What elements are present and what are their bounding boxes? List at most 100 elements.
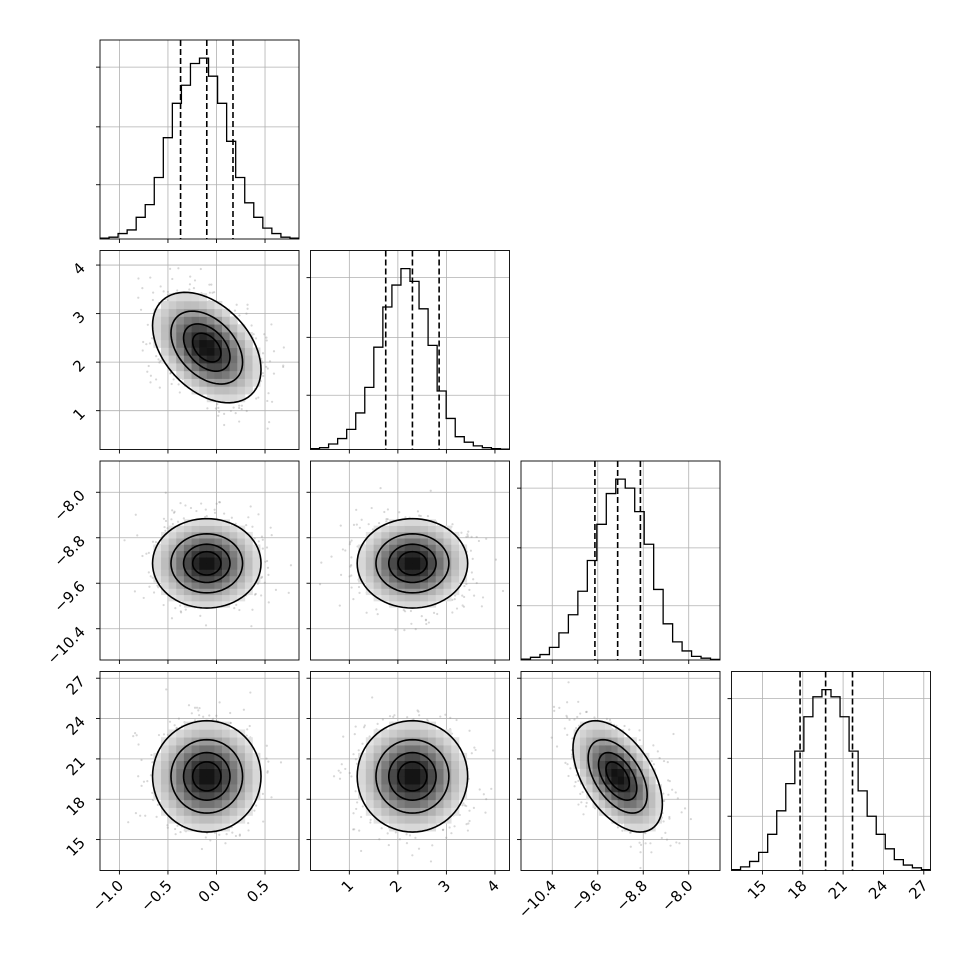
density-cell [229,557,238,564]
sample-point [162,603,165,607]
sample-point [255,804,258,807]
density-cell [229,569,238,577]
density-cell [206,519,215,526]
sample-point [491,749,495,752]
sample-point [165,688,168,691]
sample-point [202,715,205,718]
sample-point [398,511,401,514]
density-cell [237,557,246,564]
sample-point [341,548,344,551]
panel-content [310,250,510,450]
density-cell [183,557,192,564]
density-cell [176,339,185,348]
density-cell [176,544,185,552]
sample-point [245,523,248,527]
density-cell [191,752,200,762]
sample-point [177,717,180,720]
histogram-panel-2 [517,460,721,664]
density-cell [199,378,208,387]
density-cell [183,792,192,801]
density-cell [237,538,246,545]
density-cell [183,531,192,539]
density-cell [161,569,169,577]
sample-point [467,530,470,533]
y-tick-label: −10.4 [44,623,89,668]
density-cell [183,776,192,785]
density-cell [168,737,177,746]
density-cell [199,347,208,356]
sample-point [392,715,395,718]
sample-point [179,604,182,607]
density-cell [214,729,223,738]
sample-point [257,396,260,399]
density-cell [191,324,200,333]
sample-point [156,803,159,806]
density-cell [244,569,253,577]
sample-point [155,815,158,818]
density-cell [176,347,185,356]
sample-point [344,767,347,771]
density-cell [381,557,390,564]
density-cell [199,557,208,564]
sample-point [353,733,356,736]
sample-point [198,706,201,710]
sample-point [146,370,149,373]
density-cell [229,575,238,583]
scatter-panel-2-1 [306,460,510,664]
density-cell [176,588,185,596]
sample-point [371,528,374,531]
density-cell [199,784,208,793]
contour-line [356,517,469,609]
density-cell [420,557,429,564]
sample-point [233,309,237,312]
density-cell [229,807,238,816]
density-cell [222,378,230,387]
density-cell [237,582,246,589]
sample-point [471,557,474,560]
density-cell [229,324,238,333]
contour-line [182,543,231,584]
sample-point [445,836,448,839]
density-cell [435,544,444,552]
sample-point [268,360,272,363]
contour-line [151,291,262,404]
sample-point [253,537,256,540]
density-cell [404,550,413,558]
sample-point [141,349,144,352]
density-cell [161,316,169,325]
density-cell [229,776,238,785]
sample-point [246,307,249,310]
density-cell [443,531,452,539]
density-cell [365,550,374,558]
sample-point [485,537,488,540]
density-cell [153,316,162,325]
sample-point [416,510,420,513]
sample-point [350,564,353,567]
density-cell [191,760,200,769]
density-cell [237,768,246,777]
density-cell [183,355,192,364]
panel-content [310,461,510,660]
density-cell [199,768,208,777]
density-cell [252,550,261,558]
sample-point [149,276,152,279]
density-cell [168,792,177,801]
density-cell [237,575,246,583]
density-cell [412,569,421,577]
sample-point [195,706,199,709]
sample-point [170,518,173,521]
sample-point [176,289,179,292]
density-cell [176,324,185,333]
density-cell [435,594,444,602]
contour-line [151,517,262,609]
sample-point [213,511,217,514]
sample-point [225,832,228,836]
density-cell [214,594,223,602]
sample-point [245,734,248,737]
sample-point [214,407,218,410]
sample-point [159,285,162,288]
sample-point [177,267,180,270]
density-cell [153,544,162,552]
density-cell [237,355,246,364]
density-cell [389,557,398,564]
